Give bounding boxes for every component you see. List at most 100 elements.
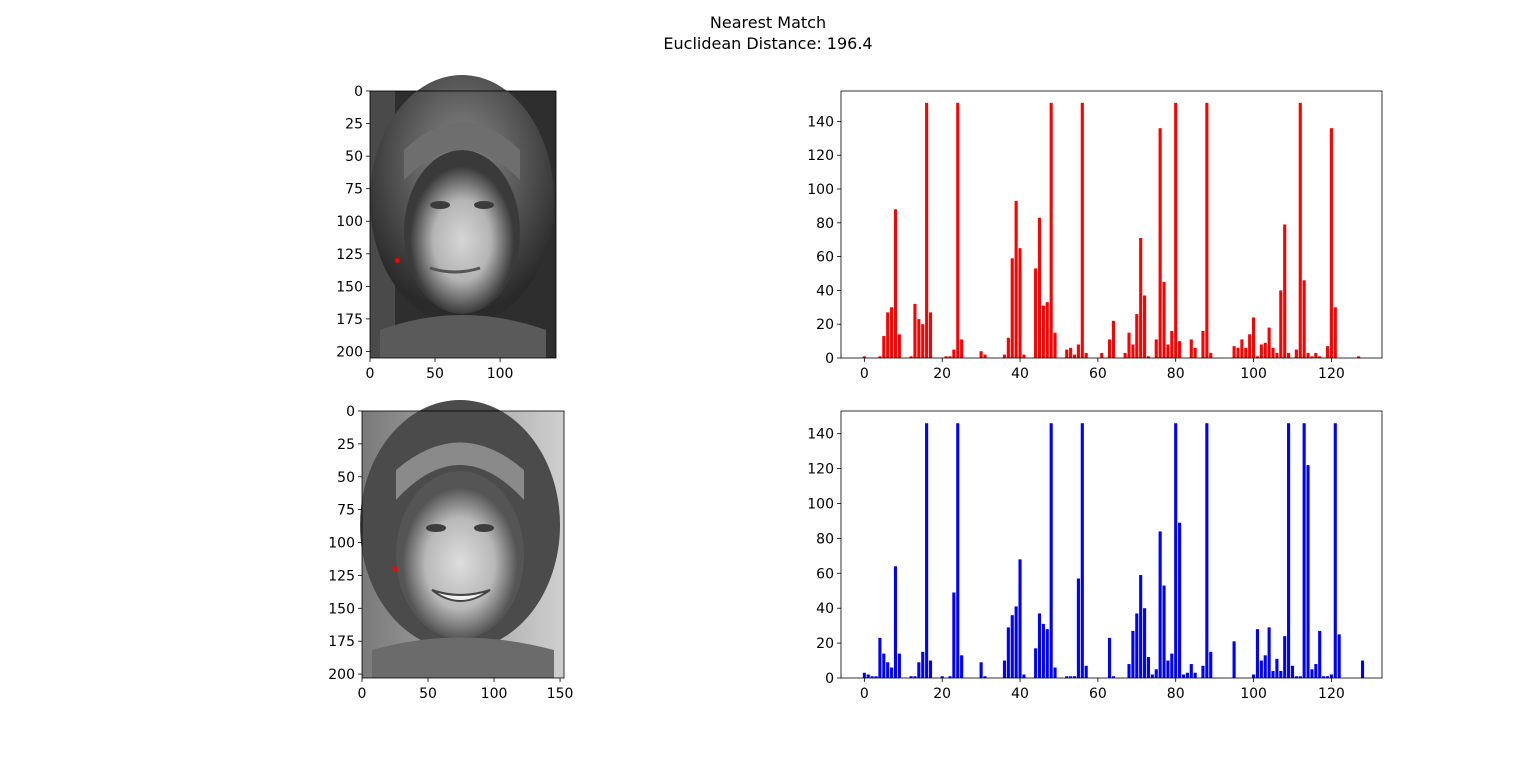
histogram-bar — [1135, 613, 1139, 678]
histogram-bar — [909, 356, 913, 358]
y-tick-label: 60 — [816, 250, 834, 266]
histogram-bar — [921, 651, 925, 678]
histogram-bar — [1325, 346, 1330, 358]
histogram-bar — [893, 209, 898, 358]
y-tick-label: 50 — [345, 149, 363, 165]
histogram-bar — [1333, 307, 1337, 358]
x-tick-label: 40 — [1011, 366, 1029, 382]
y-tick-label: 20 — [816, 636, 834, 652]
keypoint-marker — [392, 566, 398, 572]
histogram-bar — [1072, 354, 1077, 358]
histogram-bar — [1329, 674, 1333, 678]
y-tick-label: 150 — [328, 601, 355, 617]
histogram-bar — [1084, 352, 1088, 358]
histogram-bar — [1333, 423, 1337, 678]
histogram-bar — [1240, 339, 1244, 358]
y-tick-label: 125 — [328, 568, 355, 584]
histogram-bar — [882, 336, 886, 358]
histogram-bar — [1123, 352, 1127, 358]
histogram-bar — [1041, 305, 1045, 358]
query-image-panel: 0 50 100 0 25 50 75 100 125 150 175 200 — [336, 75, 557, 382]
histogram-bar — [1360, 660, 1365, 678]
histogram-bar — [1127, 332, 1131, 358]
histogram-bar — [897, 334, 901, 358]
y-tick-label: 100 — [336, 214, 363, 230]
histogram-bar — [1143, 608, 1147, 678]
histogram-bar — [1302, 280, 1306, 358]
histogram-bar — [886, 312, 890, 358]
histogram-bar — [1181, 674, 1186, 678]
y-tick-label: 120 — [807, 462, 834, 478]
axes-frame — [369, 90, 557, 359]
histogram-bar — [1170, 653, 1174, 678]
keypoint-marker — [394, 257, 400, 263]
y-tick-label: 20 — [816, 317, 834, 333]
histogram-bar — [928, 660, 933, 678]
histogram-bar — [1002, 660, 1007, 678]
histogram-bar — [1022, 674, 1026, 678]
y-tick-label: 140 — [807, 427, 834, 443]
histogram-bar — [1162, 281, 1166, 358]
histogram-bar — [1209, 651, 1213, 678]
y-tick-label: 100 — [328, 536, 355, 552]
query-face-image — [370, 75, 556, 358]
axes-frame — [361, 410, 565, 679]
histogram-bar — [909, 676, 913, 678]
y-tick-label: 0 — [825, 671, 834, 687]
x-tick-label: 60 — [1089, 686, 1107, 702]
histogram-bar — [1146, 657, 1151, 678]
histogram-bar — [1178, 341, 1182, 358]
histogram-bar — [1139, 238, 1143, 358]
histogram-bar — [1298, 102, 1302, 358]
query-histogram-chart: 0 20 40 60 80 100 120 0 20 40 60 80 100 120 140 — [807, 90, 1383, 382]
histogram-bar — [1084, 665, 1088, 678]
histogram-bar — [1205, 423, 1209, 678]
y-tick-label: 0 — [825, 351, 834, 367]
y-tick-label: 100 — [807, 496, 834, 512]
histogram-bar — [1263, 655, 1267, 678]
histogram-bar — [1049, 423, 1053, 678]
histogram-bar — [1252, 674, 1256, 678]
histogram-bar — [983, 676, 987, 678]
histogram-bar — [1014, 200, 1018, 358]
x-tick-label: 80 — [1167, 366, 1185, 382]
histogram-bar — [1318, 630, 1322, 678]
histogram-bar — [1314, 352, 1318, 358]
histogram-bar — [1076, 344, 1080, 358]
histogram-bar — [1037, 217, 1042, 358]
histogram-bar — [1018, 248, 1022, 358]
histogram-bar — [870, 676, 874, 678]
y-tick-label: 80 — [816, 216, 834, 232]
x-tick-label: 120 — [1318, 366, 1345, 382]
histogram-bar — [1053, 667, 1057, 678]
y-tick-label: 200 — [328, 667, 355, 683]
histogram-bar — [1162, 585, 1166, 678]
x-tick-label: 60 — [1089, 366, 1107, 382]
histogram-bar — [1322, 676, 1326, 678]
histogram-bar — [1255, 356, 1260, 358]
histogram-bar — [979, 662, 983, 678]
x-tick-label: 150 — [547, 686, 574, 702]
histogram-bar — [1069, 676, 1073, 678]
histogram-bar — [1018, 559, 1022, 678]
histogram-bar — [1111, 320, 1115, 358]
axes-frame — [840, 410, 1383, 679]
histogram-bar — [921, 324, 925, 358]
histogram-bar — [956, 423, 960, 678]
histogram-bar — [1283, 224, 1287, 358]
histogram-bar — [1189, 339, 1193, 358]
histogram-bar — [960, 339, 964, 358]
histogram-bar — [1080, 423, 1084, 678]
match-histogram-chart: 0 20 40 60 80 100 120 0 20 40 60 80 100 120 140 — [807, 410, 1383, 702]
histogram-bar — [1236, 347, 1240, 358]
histogram-bar — [1318, 356, 1322, 358]
histogram-bar — [925, 102, 929, 358]
histogram-bar — [1041, 623, 1045, 678]
histogram-bar — [956, 102, 960, 358]
figure-title-line2: Euclidean Distance: 196.4 — [663, 34, 873, 53]
histogram-bar — [1189, 664, 1193, 678]
histogram-bar — [874, 676, 878, 678]
histogram-bar — [886, 662, 890, 678]
histogram-bar — [1135, 314, 1139, 358]
histogram-bar — [1267, 327, 1271, 358]
